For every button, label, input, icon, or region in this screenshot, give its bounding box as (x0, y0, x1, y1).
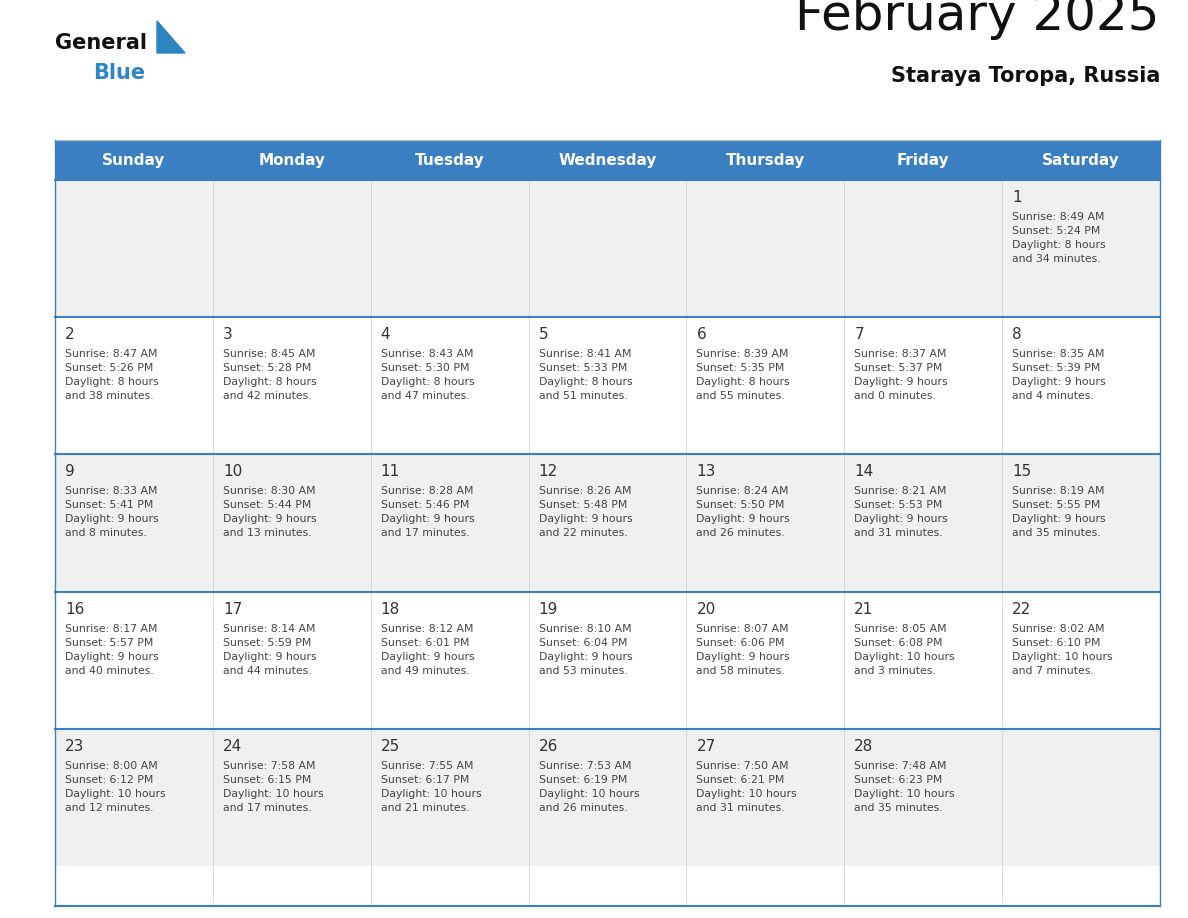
Text: Sunrise: 8:26 AM
Sunset: 5:48 PM
Daylight: 9 hours
and 22 minutes.: Sunrise: 8:26 AM Sunset: 5:48 PM Dayligh… (538, 487, 632, 538)
Text: 2: 2 (65, 327, 75, 342)
Text: Sunrise: 8:39 AM
Sunset: 5:35 PM
Daylight: 8 hours
and 55 minutes.: Sunrise: 8:39 AM Sunset: 5:35 PM Dayligh… (696, 349, 790, 401)
Text: Sunrise: 8:12 AM
Sunset: 6:01 PM
Daylight: 9 hours
and 49 minutes.: Sunrise: 8:12 AM Sunset: 6:01 PM Dayligh… (380, 623, 474, 676)
Text: 22: 22 (1012, 601, 1031, 617)
Text: 13: 13 (696, 465, 716, 479)
Text: 28: 28 (854, 739, 873, 754)
Text: 21: 21 (854, 601, 873, 617)
Text: Sunrise: 8:45 AM
Sunset: 5:28 PM
Daylight: 8 hours
and 42 minutes.: Sunrise: 8:45 AM Sunset: 5:28 PM Dayligh… (223, 349, 316, 401)
Text: Thursday: Thursday (726, 152, 805, 167)
Text: 1: 1 (1012, 190, 1022, 205)
Text: 17: 17 (223, 601, 242, 617)
Text: Sunday: Sunday (102, 152, 165, 167)
Text: 18: 18 (380, 601, 400, 617)
Text: 24: 24 (223, 739, 242, 754)
Text: Sunrise: 8:00 AM
Sunset: 6:12 PM
Daylight: 10 hours
and 12 minutes.: Sunrise: 8:00 AM Sunset: 6:12 PM Dayligh… (65, 761, 165, 812)
Text: Sunrise: 8:33 AM
Sunset: 5:41 PM
Daylight: 9 hours
and 8 minutes.: Sunrise: 8:33 AM Sunset: 5:41 PM Dayligh… (65, 487, 159, 538)
Text: 9: 9 (65, 465, 75, 479)
Text: 16: 16 (65, 601, 84, 617)
Text: Monday: Monday (258, 152, 326, 167)
Text: 10: 10 (223, 465, 242, 479)
Text: 23: 23 (65, 739, 84, 754)
Text: 15: 15 (1012, 465, 1031, 479)
Text: General: General (55, 33, 147, 53)
Text: Sunrise: 8:02 AM
Sunset: 6:10 PM
Daylight: 10 hours
and 7 minutes.: Sunrise: 8:02 AM Sunset: 6:10 PM Dayligh… (1012, 623, 1113, 676)
Text: Sunrise: 8:19 AM
Sunset: 5:55 PM
Daylight: 9 hours
and 35 minutes.: Sunrise: 8:19 AM Sunset: 5:55 PM Dayligh… (1012, 487, 1106, 538)
Bar (55, 591, 1159, 729)
Text: 27: 27 (696, 739, 715, 754)
Text: Sunrise: 8:14 AM
Sunset: 5:59 PM
Daylight: 9 hours
and 44 minutes.: Sunrise: 8:14 AM Sunset: 5:59 PM Dayligh… (223, 623, 316, 676)
Bar (55, 454, 1159, 591)
Text: Sunrise: 8:17 AM
Sunset: 5:57 PM
Daylight: 9 hours
and 40 minutes.: Sunrise: 8:17 AM Sunset: 5:57 PM Dayligh… (65, 623, 159, 676)
Text: February 2025: February 2025 (796, 0, 1159, 40)
Text: Staraya Toropa, Russia: Staraya Toropa, Russia (891, 66, 1159, 86)
Text: Sunrise: 8:05 AM
Sunset: 6:08 PM
Daylight: 10 hours
and 3 minutes.: Sunrise: 8:05 AM Sunset: 6:08 PM Dayligh… (854, 623, 955, 676)
Text: Sunrise: 8:30 AM
Sunset: 5:44 PM
Daylight: 9 hours
and 13 minutes.: Sunrise: 8:30 AM Sunset: 5:44 PM Dayligh… (223, 487, 316, 538)
Text: Sunrise: 8:41 AM
Sunset: 5:33 PM
Daylight: 8 hours
and 51 minutes.: Sunrise: 8:41 AM Sunset: 5:33 PM Dayligh… (538, 349, 632, 401)
Text: Sunrise: 7:58 AM
Sunset: 6:15 PM
Daylight: 10 hours
and 17 minutes.: Sunrise: 7:58 AM Sunset: 6:15 PM Dayligh… (223, 761, 323, 812)
Text: Sunrise: 8:49 AM
Sunset: 5:24 PM
Daylight: 8 hours
and 34 minutes.: Sunrise: 8:49 AM Sunset: 5:24 PM Dayligh… (1012, 212, 1106, 264)
Bar (55, 140, 1159, 180)
Text: 20: 20 (696, 601, 715, 617)
Text: Sunrise: 8:10 AM
Sunset: 6:04 PM
Daylight: 9 hours
and 53 minutes.: Sunrise: 8:10 AM Sunset: 6:04 PM Dayligh… (538, 623, 632, 676)
Text: 25: 25 (380, 739, 400, 754)
Text: 26: 26 (538, 739, 558, 754)
Text: Sunrise: 8:35 AM
Sunset: 5:39 PM
Daylight: 9 hours
and 4 minutes.: Sunrise: 8:35 AM Sunset: 5:39 PM Dayligh… (1012, 349, 1106, 401)
Text: Friday: Friday (897, 152, 949, 167)
Text: Tuesday: Tuesday (415, 152, 485, 167)
Text: Sunrise: 7:55 AM
Sunset: 6:17 PM
Daylight: 10 hours
and 21 minutes.: Sunrise: 7:55 AM Sunset: 6:17 PM Dayligh… (380, 761, 481, 812)
Text: Sunrise: 8:47 AM
Sunset: 5:26 PM
Daylight: 8 hours
and 38 minutes.: Sunrise: 8:47 AM Sunset: 5:26 PM Dayligh… (65, 349, 159, 401)
Text: 14: 14 (854, 465, 873, 479)
Text: Saturday: Saturday (1042, 152, 1120, 167)
Text: Sunrise: 8:37 AM
Sunset: 5:37 PM
Daylight: 9 hours
and 0 minutes.: Sunrise: 8:37 AM Sunset: 5:37 PM Dayligh… (854, 349, 948, 401)
Text: Sunrise: 7:50 AM
Sunset: 6:21 PM
Daylight: 10 hours
and 31 minutes.: Sunrise: 7:50 AM Sunset: 6:21 PM Dayligh… (696, 761, 797, 812)
Text: Wednesday: Wednesday (558, 152, 657, 167)
Text: Sunrise: 8:28 AM
Sunset: 5:46 PM
Daylight: 9 hours
and 17 minutes.: Sunrise: 8:28 AM Sunset: 5:46 PM Dayligh… (380, 487, 474, 538)
Bar (55, 180, 1159, 318)
Text: Sunrise: 7:48 AM
Sunset: 6:23 PM
Daylight: 10 hours
and 35 minutes.: Sunrise: 7:48 AM Sunset: 6:23 PM Dayligh… (854, 761, 955, 812)
Text: Sunrise: 8:24 AM
Sunset: 5:50 PM
Daylight: 9 hours
and 26 minutes.: Sunrise: 8:24 AM Sunset: 5:50 PM Dayligh… (696, 487, 790, 538)
Text: 3: 3 (223, 327, 233, 342)
Text: 8: 8 (1012, 327, 1022, 342)
Text: Sunrise: 7:53 AM
Sunset: 6:19 PM
Daylight: 10 hours
and 26 minutes.: Sunrise: 7:53 AM Sunset: 6:19 PM Dayligh… (538, 761, 639, 812)
Text: 12: 12 (538, 465, 558, 479)
Bar (55, 318, 1159, 454)
Bar (55, 729, 1159, 866)
Text: 5: 5 (538, 327, 548, 342)
Text: 11: 11 (380, 465, 400, 479)
Polygon shape (157, 21, 185, 53)
Text: 4: 4 (380, 327, 391, 342)
Text: Blue: Blue (93, 63, 145, 83)
Text: Sunrise: 8:07 AM
Sunset: 6:06 PM
Daylight: 9 hours
and 58 minutes.: Sunrise: 8:07 AM Sunset: 6:06 PM Dayligh… (696, 623, 790, 676)
Text: 19: 19 (538, 601, 558, 617)
Text: Sunrise: 8:43 AM
Sunset: 5:30 PM
Daylight: 8 hours
and 47 minutes.: Sunrise: 8:43 AM Sunset: 5:30 PM Dayligh… (380, 349, 474, 401)
Text: 7: 7 (854, 327, 864, 342)
Text: 6: 6 (696, 327, 706, 342)
Text: Sunrise: 8:21 AM
Sunset: 5:53 PM
Daylight: 9 hours
and 31 minutes.: Sunrise: 8:21 AM Sunset: 5:53 PM Dayligh… (854, 487, 948, 538)
